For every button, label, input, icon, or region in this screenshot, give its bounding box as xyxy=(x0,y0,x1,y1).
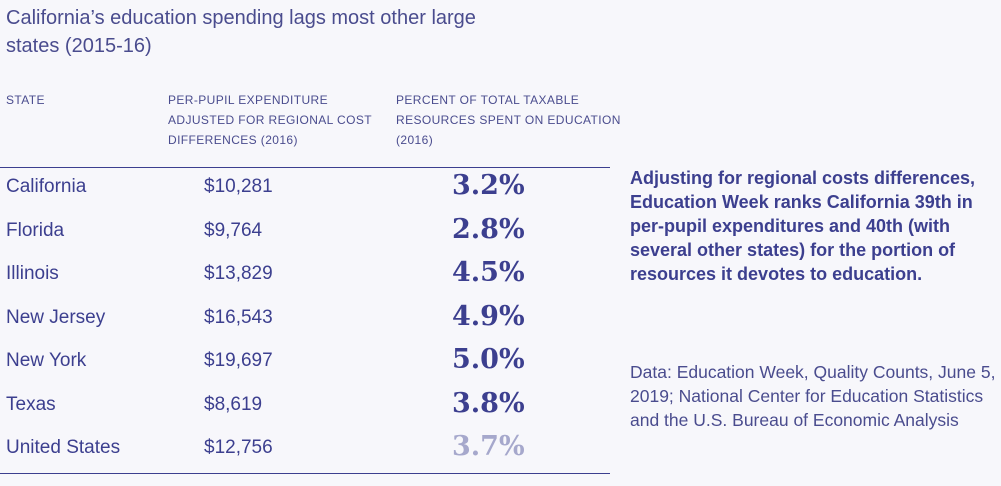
percent-cell: 3.7% xyxy=(452,431,525,462)
table-bottom-rule xyxy=(0,472,610,474)
state-cell: Texas xyxy=(6,393,56,415)
state-cell: Florida xyxy=(6,219,65,241)
source-note: Data: Education Week, Quality Counts, Ju… xyxy=(630,362,996,430)
per-pupil-cell: $10,281 xyxy=(204,176,273,197)
percent-cell: 2.8% xyxy=(452,213,525,245)
per-pupil-cell: $9,764 xyxy=(204,219,263,241)
table-top-rule xyxy=(0,167,610,168)
percent-cell: 3.8% xyxy=(452,387,525,419)
table-row: United States $12,756 3.7% xyxy=(0,429,610,472)
per-pupil-cell: $13,829 xyxy=(204,263,273,284)
percent-cell: 4.9% xyxy=(452,300,525,332)
state-cell: New York xyxy=(6,350,87,371)
column-header-state: STATE xyxy=(6,93,45,107)
percent-cell: 4.5% xyxy=(452,257,525,288)
table-row: Texas $8,619 3.8% xyxy=(0,386,610,429)
state-cell: New Jersey xyxy=(6,306,106,328)
state-cell: Illinois xyxy=(6,263,59,284)
chart-title: California’s education spending lags mos… xyxy=(6,7,476,57)
percent-cell: 3.2% xyxy=(452,170,525,201)
column-header-per-pupil: PER-PUPIL EXPENDITURE ADJUSTED FOR REGIO… xyxy=(168,93,372,147)
state-cell: United States xyxy=(6,437,121,458)
highlight-note: Adjusting for regional costs differences… xyxy=(630,168,976,284)
state-cell: California xyxy=(6,176,87,197)
table-row: California $10,281 3.2% xyxy=(0,168,610,211)
column-header-percent: PERCENT OF TOTAL TAXABLE RESOURCES SPENT… xyxy=(396,93,621,147)
per-pupil-cell: $12,756 xyxy=(204,437,273,458)
per-pupil-cell: $8,619 xyxy=(204,393,263,415)
per-pupil-cell: $19,697 xyxy=(204,350,273,371)
per-pupil-cell: $16,543 xyxy=(204,306,273,328)
percent-cell: 5.0% xyxy=(452,344,525,375)
table-row: New York $19,697 5.0% xyxy=(0,342,610,385)
table-row: Florida $9,764 2.8% xyxy=(0,212,610,255)
table-row: New Jersey $16,543 4.9% xyxy=(0,299,610,342)
table-row: Illinois $13,829 4.5% xyxy=(0,255,610,298)
